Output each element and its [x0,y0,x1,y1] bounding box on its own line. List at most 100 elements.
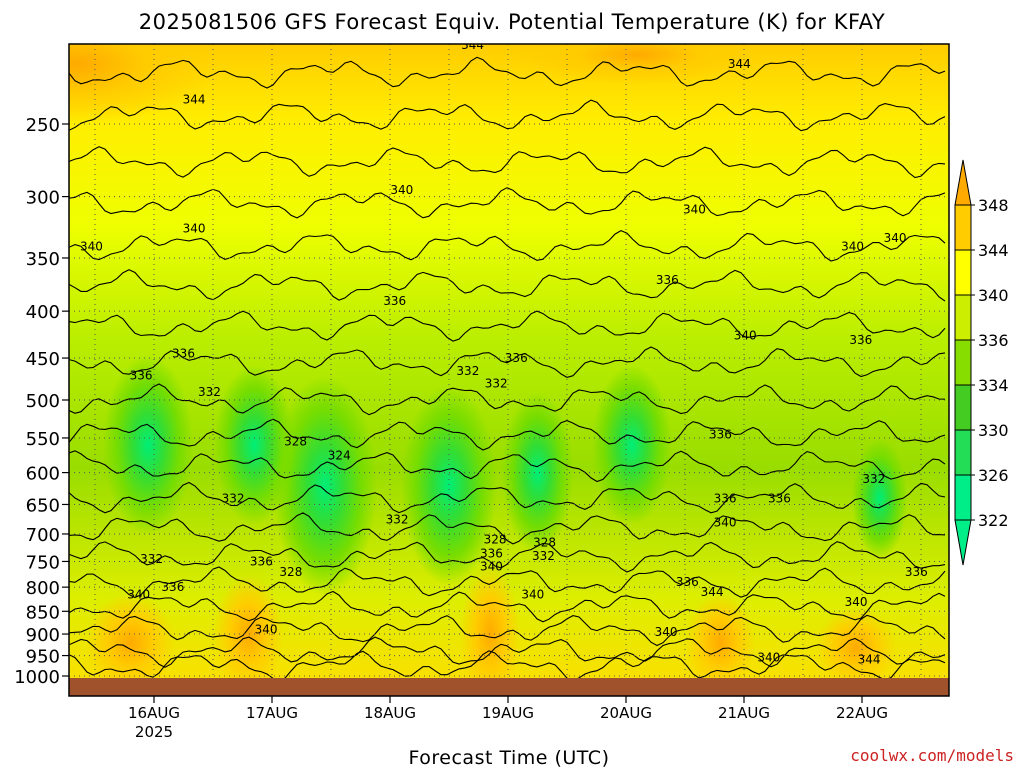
contour-lines [69,56,946,682]
x-tick-year: 2025 [135,723,173,741]
y-tick-label: 950 [26,647,60,668]
contour-line [69,99,946,132]
contour-label: 336 [505,351,528,365]
colorbar-segment [954,474,972,521]
contour-label: 340 [683,203,706,217]
contour-label: 336 [161,580,184,594]
contour-label: 336 [656,273,679,287]
contour-label: 340 [80,239,103,253]
y-tick-label: 750 [26,552,60,573]
colorbar-segment [954,384,972,431]
y-tick-label: 400 [26,302,60,323]
contour-label: 340 [655,625,678,639]
y-tick-label: 250 [26,115,60,136]
colorbar-label: 330 [978,421,1009,440]
plot-area: 344 344 344 344 340 340 340 340 340 340 336 336 336 3… [69,38,949,696]
x-tick-label: 19AUG [482,704,534,722]
contour-label: 336 [709,427,732,441]
y-tick-label: 300 [26,188,60,209]
contour-label: 336 [905,565,928,579]
contour-label: 336 [130,368,153,382]
contour-label: 344 [728,57,751,71]
contour-label: 340 [255,623,278,637]
contour-line [69,636,946,668]
colorbar-bottom-arrow [954,519,972,566]
shading-blob-5 [851,438,908,559]
contour-label: 344 [461,38,484,52]
x-axis-label: Forecast Time (UTC) [409,747,610,768]
contour-label: 328 [533,535,556,549]
y-tick-label: 900 [26,625,60,646]
contour-label: 344 [183,92,206,106]
contour-line [69,269,946,302]
grid-lines [69,44,949,696]
colorbar-label: 344 [978,241,1009,260]
contour-line [69,614,946,647]
contour-label: 340 [127,588,150,602]
y-tick-label: 450 [26,349,60,370]
contour-line [69,187,946,219]
contour-label: 340 [390,183,413,197]
contour-label: 332 [140,552,163,566]
shading-blob-1 [401,385,497,586]
contour-label: 332 [386,512,409,526]
y-tick-label: 650 [26,495,60,516]
contour-label: 340 [480,560,503,574]
contour-line [69,450,946,483]
contour-line [69,146,946,179]
contour-label: 340 [734,328,757,342]
contour-label: 336 [250,554,273,568]
contour-label: 332 [456,364,479,378]
colorbar: 348 344 340 336 334 330 326 322 [954,159,1009,566]
colorbar-segment [954,249,972,296]
contour-label: 336 [172,347,195,361]
shading-blob-8 [85,592,176,693]
shading-blob-10 [816,607,897,688]
contour-line [69,590,946,623]
contour-labels: 344 344 344 344 340 340 340 340 340 340 336 336 336 3… [80,38,928,667]
contour-label: 332 [485,377,508,391]
colorbar-label: 322 [978,511,1009,530]
contour-label: 340 [841,239,864,253]
x-tick-label: 22AUG [836,704,888,722]
contour-line [69,383,946,416]
credit-text: coolwx.com/models [850,746,1014,765]
y-tick-label: 850 [26,602,60,623]
y-tick-label: 550 [26,429,60,450]
contour-label: 336 [768,491,791,505]
contour-line [69,418,946,451]
colorbar-segment [954,294,972,341]
colorbar-label: 340 [978,286,1009,305]
contour-label: 336 [676,575,699,589]
shading-blob-2 [501,392,574,553]
contour-label: 340 [714,515,737,529]
contour-label: 332 [532,549,555,563]
contour-label: 328 [284,435,307,449]
y-tick-label: 800 [26,578,60,599]
colorbar-top-arrow [954,159,972,206]
colorbar-label: 334 [978,376,1009,395]
contour-label: 332 [198,385,221,399]
y-tick-label: 600 [26,464,60,485]
shading-blob-13 [517,44,758,85]
x-axis: 16AUG 17AUG 18AUG 19AUG 20AUG 21AUG 22AUG 2025 [128,696,888,741]
colorbar-label: 336 [978,331,1009,350]
y-axis: 2503003504004505005506006507007508008509… [14,115,69,688]
ground-bar [69,678,949,696]
contour-line [69,310,946,342]
y-tick-label: 1000 [14,667,60,688]
contour-label: 332 [862,472,885,486]
y-tick-label: 350 [26,249,60,270]
contour-line [69,481,946,514]
shading-blob-9 [213,574,284,695]
contour-label: 340 [521,588,544,602]
y-tick-label: 700 [26,525,60,546]
contour-label: 344 [858,653,881,667]
chart-title: 2025081506 GFS Forecast Equiv. Potential… [139,10,885,34]
colorbar-segment [954,429,972,476]
contour-label: 340 [845,595,868,609]
contour-label: 340 [884,231,907,245]
x-tick-label: 17AUG [246,704,298,722]
contour-label: 324 [328,449,351,463]
